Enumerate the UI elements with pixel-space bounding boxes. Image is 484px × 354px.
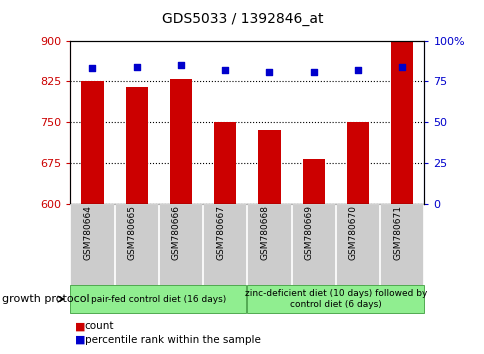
Text: ■: ■ bbox=[75, 335, 86, 345]
Text: GSM780664: GSM780664 bbox=[83, 205, 92, 260]
Bar bbox=[169, 79, 192, 204]
Text: GDS5033 / 1392846_at: GDS5033 / 1392846_at bbox=[162, 12, 322, 27]
Text: GSM780666: GSM780666 bbox=[172, 205, 181, 260]
Text: percentile rank within the sample: percentile rank within the sample bbox=[85, 335, 260, 345]
Point bbox=[133, 64, 140, 70]
Point bbox=[221, 67, 228, 73]
Text: GSM780667: GSM780667 bbox=[216, 205, 225, 260]
Point bbox=[177, 62, 184, 68]
Bar bbox=[125, 87, 148, 204]
Bar bbox=[258, 130, 280, 204]
Point bbox=[353, 67, 361, 73]
Bar bbox=[346, 122, 368, 204]
Point bbox=[309, 69, 317, 74]
Text: zinc-deficient diet (10 days) followed by
control diet (6 days): zinc-deficient diet (10 days) followed b… bbox=[244, 290, 426, 309]
Bar bbox=[214, 122, 236, 204]
Bar bbox=[81, 81, 103, 204]
Text: pair-fed control diet (16 days): pair-fed control diet (16 days) bbox=[91, 295, 226, 304]
Bar bbox=[391, 27, 412, 204]
Text: GSM780669: GSM780669 bbox=[304, 205, 313, 260]
Text: count: count bbox=[85, 321, 114, 331]
Text: GSM780671: GSM780671 bbox=[393, 205, 401, 260]
Point bbox=[397, 64, 405, 70]
Point bbox=[265, 69, 273, 74]
Text: ■: ■ bbox=[75, 321, 86, 331]
Text: GSM780668: GSM780668 bbox=[260, 205, 269, 260]
Text: GSM780670: GSM780670 bbox=[348, 205, 357, 260]
Text: growth protocol: growth protocol bbox=[2, 294, 90, 304]
Point bbox=[89, 65, 96, 71]
Text: GSM780665: GSM780665 bbox=[127, 205, 136, 260]
Bar bbox=[302, 159, 324, 204]
